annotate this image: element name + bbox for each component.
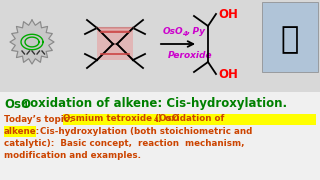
FancyBboxPatch shape [0, 0, 320, 92]
Text: OH: OH [218, 68, 238, 80]
FancyBboxPatch shape [262, 2, 318, 72]
Text: modification and examples.: modification and examples. [4, 150, 141, 159]
Text: catalytic):  Basic concept,  reaction  mechanism,: catalytic): Basic concept, reaction mech… [4, 138, 244, 147]
Text: 👤: 👤 [281, 26, 299, 55]
Polygon shape [97, 28, 133, 60]
Text: 4: 4 [182, 31, 187, 37]
Text: Cis-hydroxylation (both stoichiometric and: Cis-hydroxylation (both stoichiometric a… [37, 127, 252, 136]
Text: ) oxidation of: ) oxidation of [158, 114, 224, 123]
Text: 4: 4 [154, 118, 159, 123]
Text: , Py: , Py [186, 28, 205, 37]
Text: OsO: OsO [4, 98, 31, 111]
FancyBboxPatch shape [63, 114, 316, 125]
Polygon shape [10, 20, 54, 64]
Text: alkene:: alkene: [4, 127, 40, 136]
FancyBboxPatch shape [4, 125, 36, 136]
Text: Peroxide: Peroxide [168, 51, 212, 60]
Text: oxidation of alkene: Cis-hydroxylation.: oxidation of alkene: Cis-hydroxylation. [26, 98, 287, 111]
Text: OH: OH [218, 8, 238, 21]
Text: OsO: OsO [163, 28, 184, 37]
Text: Osmium tetroxide (OsO: Osmium tetroxide (OsO [63, 114, 179, 123]
Text: 4: 4 [22, 102, 28, 111]
Text: Today’s topic:: Today’s topic: [4, 114, 76, 123]
